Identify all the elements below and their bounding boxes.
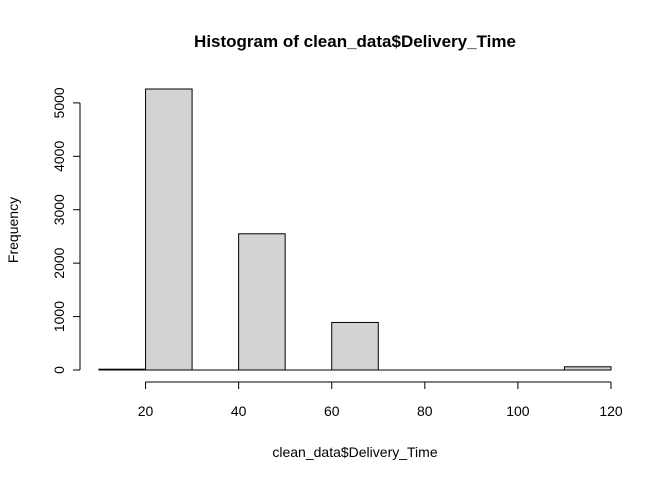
chart-title: Histogram of clean_data$Delivery_Time (194, 32, 516, 51)
histogram-bar-20-30 (145, 88, 193, 371)
y-tick-label-2000: 2000 (51, 247, 67, 278)
y-axis-label: Frequency (5, 197, 21, 263)
y-tick-label-4000: 4000 (51, 141, 67, 172)
y-tick-label-0: 0 (51, 366, 67, 374)
histogram-bar-10-20 (98, 368, 147, 371)
x-tick-label-60: 60 (324, 403, 340, 419)
x-axis-label: clean_data$Delivery_Time (272, 444, 437, 460)
histogram-bar-60-70 (331, 321, 379, 371)
histogram-bar-110-120 (563, 366, 612, 371)
x-tick-label-80: 80 (417, 403, 433, 419)
x-axis: 20 40 60 80 100 120 (138, 381, 623, 419)
x-tick-label-100: 100 (506, 403, 530, 419)
y-tick-label-5000: 5000 (51, 87, 67, 118)
y-axis: 0 1000 2000 3000 4000 5000 (51, 87, 81, 374)
x-tick-label-120: 120 (599, 403, 623, 419)
y-tick-label-1000: 1000 (51, 301, 67, 332)
x-tick-label-40: 40 (231, 403, 247, 419)
x-tick-label-20: 20 (138, 403, 154, 419)
y-tick-label-3000: 3000 (51, 194, 67, 225)
histogram-bars (98, 88, 612, 371)
histogram-bar-40-50 (238, 233, 286, 371)
